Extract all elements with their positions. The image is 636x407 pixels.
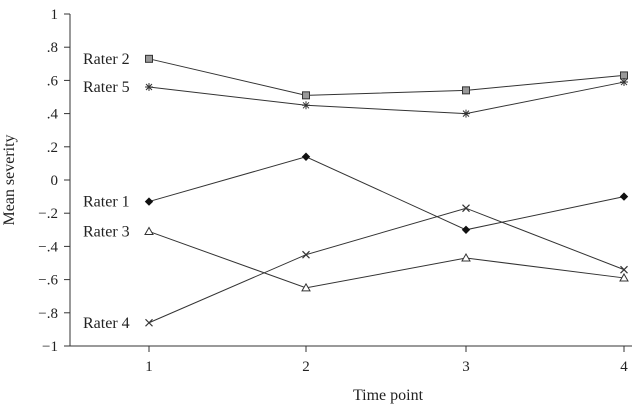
series-rater-2: [145, 54, 628, 100]
data-point-triangle: [144, 226, 154, 235]
series-label: Rater 1: [83, 194, 130, 211]
data-point-square: [302, 91, 310, 100]
y-tick-label: −.6: [38, 273, 58, 289]
series-rater-3: [144, 226, 629, 292]
series-rater-1: [144, 152, 629, 235]
x-tick-label: 3: [462, 359, 470, 375]
data-point-triangle: [301, 282, 311, 292]
y-axis-title: Mean severity: [1, 134, 18, 225]
y-tick-label: −.8: [38, 306, 58, 322]
data-point-diamond: [301, 152, 311, 161]
series-label: Rater 2: [83, 51, 130, 68]
data-point-x: [620, 265, 628, 274]
data-point-triangle: [619, 272, 629, 282]
data-point-asterisk: [145, 83, 153, 92]
series-rater-5: [145, 78, 628, 118]
data-point-square: [145, 54, 153, 63]
series-line: [148, 156, 625, 231]
series-label: Rater 5: [83, 79, 130, 96]
y-tick-label: .2: [47, 140, 58, 156]
data-point-diamond: [144, 197, 154, 206]
data-point-x: [462, 204, 470, 213]
x-tick-label: 4: [620, 359, 628, 375]
y-tick-label: 0: [51, 173, 59, 189]
series-rater-4: [145, 204, 628, 327]
data-point-asterisk: [462, 109, 470, 118]
y-tick-label: −.2: [38, 206, 58, 222]
x-ticks: 1 2 3 4: [145, 346, 628, 375]
x-tick-label: 1: [145, 359, 153, 375]
series-line: [148, 81, 625, 115]
y-tick-label: .4: [47, 107, 59, 123]
data-point-square: [462, 86, 470, 95]
y-tick-label: −.4: [38, 239, 58, 255]
data-point-triangle: [461, 253, 471, 262]
axes: [69, 14, 632, 347]
data-point-x: [302, 250, 310, 259]
series-labels: Rater 2 Rater 5 Rater 1 Rater 3 Rater 4: [83, 51, 130, 332]
series-line: [148, 58, 625, 96]
y-tick-label: 1: [51, 7, 59, 23]
data-point-asterisk: [620, 78, 628, 87]
data-point-diamond: [461, 225, 471, 235]
series-line: [148, 207, 625, 324]
series-group: [144, 54, 629, 327]
data-point-asterisk: [302, 101, 310, 110]
x-tick-label: 2: [302, 359, 310, 375]
x-axis-title: Time point: [353, 387, 424, 404]
series-label: Rater 3: [83, 223, 130, 240]
data-point-x: [145, 318, 153, 327]
y-tick-label: .6: [47, 73, 59, 89]
y-tick-label: −1: [42, 339, 58, 355]
data-point-square: [620, 71, 628, 80]
series-line: [148, 230, 625, 289]
data-point-diamond: [619, 192, 629, 201]
y-ticks: 1 .8 .6 .4 .2 0 −.2 −.4 −.6 −.8 −1: [38, 7, 70, 355]
y-tick-label: .8: [47, 40, 58, 56]
series-label: Rater 4: [83, 315, 130, 332]
